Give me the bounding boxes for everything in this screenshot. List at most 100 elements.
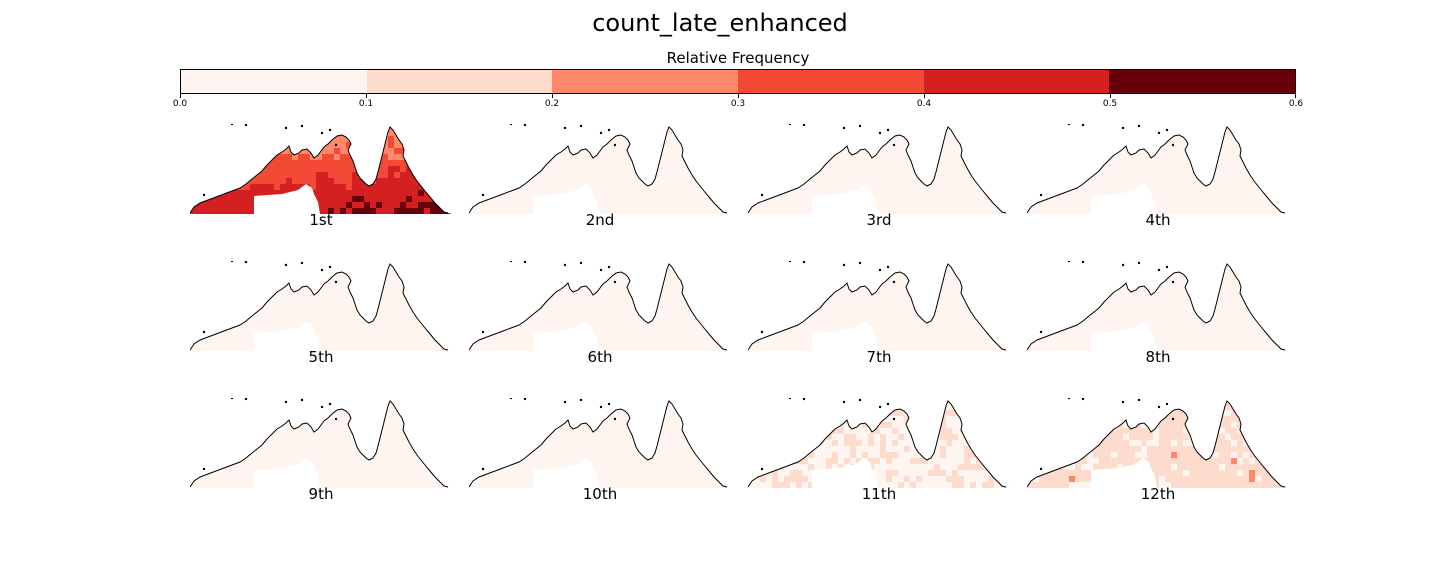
map-cell: [1279, 416, 1285, 422]
map-cell: [406, 127, 412, 130]
map-cell: [487, 476, 493, 482]
map-cell: [412, 184, 418, 190]
map-cell: [1225, 470, 1231, 476]
map-cell: [844, 440, 850, 446]
map-cell: [499, 422, 505, 428]
map-cell: [298, 127, 304, 130]
map-cell: [916, 285, 922, 291]
map-cell: [220, 136, 226, 142]
map-cell: [1117, 416, 1123, 422]
map-cell: [406, 184, 412, 190]
map-cell: [802, 422, 808, 428]
map-cell: [1201, 458, 1207, 464]
map-cell: [880, 422, 886, 428]
map-cell: [946, 333, 952, 339]
map-cell: [388, 166, 394, 172]
map-cell: [1225, 422, 1231, 428]
map-cell: [1225, 267, 1231, 273]
map-cell: [1111, 190, 1117, 196]
map-cell: [916, 267, 922, 273]
map-cell: [1153, 401, 1159, 404]
map-cell: [994, 404, 1000, 410]
map-cell: [352, 166, 358, 172]
map-cell: [232, 154, 238, 160]
map-cell: [898, 482, 904, 488]
map-cell: [256, 148, 262, 154]
map-cell: [1069, 422, 1075, 428]
map-cell: [613, 422, 619, 428]
map-cell: [922, 404, 928, 410]
map-cell: [352, 190, 358, 196]
map-cell: [760, 309, 766, 315]
map-cell: [232, 315, 238, 321]
map-cell: [238, 404, 244, 410]
map-cell: [1273, 422, 1279, 428]
map-cell: [766, 401, 772, 404]
map-cell: [1231, 452, 1237, 458]
map-cell: [982, 476, 988, 482]
map-cell: [310, 136, 316, 142]
map-cell: [1093, 130, 1099, 136]
map-cell: [964, 401, 970, 404]
map-cell: [1267, 401, 1273, 404]
map-cell: [772, 422, 778, 428]
map-cell: [322, 172, 328, 178]
map-cell: [1255, 446, 1261, 452]
map-cell: [754, 333, 760, 339]
map-cell: [547, 184, 553, 190]
map-cell: [1123, 264, 1129, 267]
island: [328, 265, 332, 269]
map-cell: [1207, 440, 1213, 446]
map-cell: [1219, 303, 1225, 309]
map-cell: [820, 267, 826, 273]
map-cell: [1033, 464, 1039, 470]
map-cell: [1165, 422, 1171, 428]
map-cell: [442, 160, 448, 166]
map-cell: [250, 196, 256, 202]
map-cell: [790, 416, 796, 422]
map-cell: [1129, 440, 1135, 446]
map-cell: [1225, 160, 1231, 166]
map-cell: [394, 136, 400, 142]
map-cell: [436, 166, 442, 172]
map-cell: [1081, 279, 1087, 285]
map-cell: [1213, 410, 1219, 416]
map-cell: [505, 190, 511, 196]
island: [599, 405, 603, 409]
map-cell: [928, 273, 934, 279]
map-cell: [1039, 446, 1045, 452]
map-cell: [964, 178, 970, 184]
map-cell: [388, 142, 394, 148]
map-cell: [448, 130, 452, 136]
map-cell: [328, 184, 334, 190]
map-cell: [280, 178, 286, 184]
map-cell: [346, 178, 352, 184]
map-cell: [298, 142, 304, 148]
map-cell: [1177, 434, 1183, 440]
map-cell: [418, 130, 424, 136]
map-cell: [511, 327, 517, 333]
map-cell: [256, 142, 262, 148]
island: [842, 126, 846, 130]
map-cell: [772, 434, 778, 440]
map-cell: [469, 309, 475, 315]
map-cell: [376, 339, 382, 345]
map-cell: [499, 458, 505, 464]
map-cell: [838, 416, 844, 422]
map-cell: [376, 422, 382, 428]
map-cell: [1195, 127, 1201, 130]
map-cell: [1231, 428, 1237, 434]
map-cell: [922, 136, 928, 142]
map-cell: [547, 446, 553, 452]
map-cell: [970, 273, 976, 279]
map-cell: [547, 166, 553, 172]
map-cell: [1075, 410, 1081, 416]
map-cell: [352, 202, 358, 208]
map-cell: [250, 190, 256, 196]
map-cell: [1249, 127, 1255, 130]
map-cell: [589, 264, 595, 267]
map-cell: [1285, 434, 1289, 440]
island: [1081, 398, 1085, 401]
map-cell: [1087, 482, 1093, 488]
map-cell: [1201, 303, 1207, 309]
